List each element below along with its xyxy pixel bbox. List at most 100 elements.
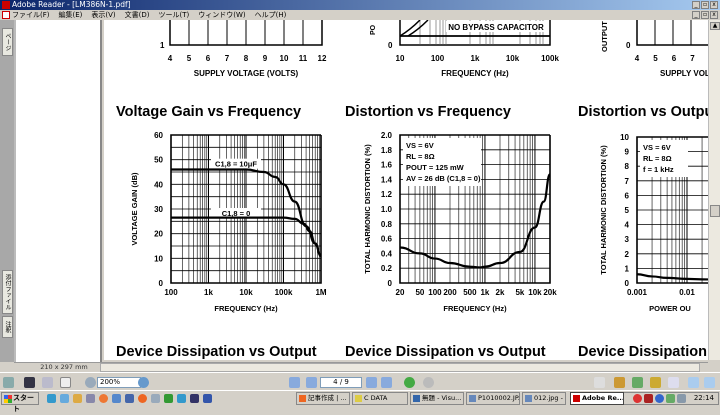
- taskbar-task[interactable]: P1010002.JP...: [466, 392, 520, 405]
- task-label: P1010002.JP...: [478, 394, 520, 402]
- doc-close-button[interactable]: x: [710, 11, 718, 19]
- zoom-level-select[interactable]: 200%: [97, 377, 141, 388]
- messenger-icon[interactable]: [655, 394, 664, 403]
- start-button[interactable]: スタート: [1, 392, 39, 413]
- go-forward-icon[interactable]: [423, 377, 434, 388]
- tab-attachments[interactable]: 添付ファイル: [2, 270, 13, 314]
- taskbar-task-active[interactable]: Adobe Re...: [570, 392, 624, 405]
- caps-icon[interactable]: [668, 377, 679, 388]
- ie-icon[interactable]: [47, 394, 56, 403]
- single-page-icon[interactable]: [688, 377, 699, 388]
- last-page-icon[interactable]: [381, 377, 392, 388]
- xtick-label: 500: [463, 288, 477, 297]
- taskbar-task[interactable]: 記事作成 | ...: [296, 392, 350, 405]
- document-view[interactable]: 1 4 5 6 7 8 9 10 11 12 SUPPLY VOLTAGE (VOLTS) NO…: [104, 20, 708, 360]
- menu-window[interactable]: ウィンドウ(W): [198, 11, 246, 19]
- tray-icon[interactable]: [644, 394, 653, 403]
- output-partial-chart: [636, 20, 708, 46]
- menu-view[interactable]: 表示(V): [91, 11, 116, 19]
- network-icon[interactable]: [666, 394, 675, 403]
- minimize-button[interactable]: _: [692, 1, 700, 9]
- previous-page-icon[interactable]: [306, 377, 317, 388]
- next-page-icon[interactable]: [366, 377, 377, 388]
- scroll-thumb[interactable]: [710, 205, 720, 217]
- xtick-label: 0.001: [627, 288, 648, 297]
- xtick-label: 4: [168, 54, 173, 63]
- quicklaunch-icon[interactable]: [151, 394, 160, 403]
- zoom-out-icon[interactable]: [85, 377, 96, 388]
- monitor-icon[interactable]: [24, 377, 35, 388]
- x-axis-label: SUPPLY VOLTAGE (VOLTS): [194, 69, 299, 78]
- curve-label: C1,8 = 0: [222, 209, 251, 218]
- go-back-icon[interactable]: [404, 377, 415, 388]
- xtick-label: 12: [318, 54, 327, 63]
- xtick-label: 10k: [506, 54, 520, 63]
- quicklaunch-icon[interactable]: [86, 394, 95, 403]
- ime-dictionary-icon[interactable]: [632, 377, 643, 388]
- ime-help-icon[interactable]: [650, 377, 661, 388]
- ytick-label: 60: [154, 131, 163, 140]
- word-icon[interactable]: [190, 394, 199, 403]
- page-number-field[interactable]: 4 / 9: [320, 377, 362, 388]
- xtick-label: 1k: [480, 288, 489, 297]
- menu-tools[interactable]: ツール(T): [158, 11, 190, 19]
- vertical-scrollbar[interactable]: ▲: [708, 20, 720, 360]
- plot-frame: [636, 136, 708, 284]
- frequency-partial-chart: [399, 20, 551, 46]
- legend-text: f = 1 kHz: [643, 165, 674, 174]
- taskbar-task[interactable]: C DATA: [352, 392, 408, 405]
- y-axis-label: TOTAL HARMONIC DISTORTION (%): [599, 145, 608, 275]
- quicklaunch-icon[interactable]: [60, 394, 69, 403]
- antivirus-icon[interactable]: [633, 394, 642, 403]
- quicklaunch-icon[interactable]: [125, 394, 134, 403]
- quicklaunch-icon[interactable]: [99, 394, 108, 403]
- menu-edit[interactable]: 編集(E): [58, 11, 83, 19]
- xtick-label: 100k: [275, 288, 293, 297]
- quicklaunch-icon[interactable]: [112, 394, 121, 403]
- navigation-panel: [14, 20, 102, 362]
- first-page-icon[interactable]: [289, 377, 300, 388]
- scroll-up-button[interactable]: ▲: [710, 22, 720, 30]
- tray-icon[interactable]: [677, 394, 686, 403]
- menu-file[interactable]: ファイル(F): [12, 11, 50, 19]
- xtick-label: 1k: [204, 288, 213, 297]
- attachment-icon[interactable]: [3, 377, 14, 388]
- close-button[interactable]: x: [710, 1, 718, 9]
- continuous-page-icon[interactable]: [704, 377, 715, 388]
- xtick-label: 2k: [496, 288, 505, 297]
- annotation-bg: [211, 158, 261, 169]
- tab-pages[interactable]: ページ: [2, 28, 13, 56]
- zoom-in-icon[interactable]: [138, 377, 149, 388]
- quicklaunch-icon[interactable]: [203, 394, 212, 403]
- section-title: Device Dissipation vs Output: [578, 344, 708, 360]
- ytick-label: 0.8: [381, 220, 393, 229]
- hand-tool-icon[interactable]: [60, 377, 71, 388]
- doc-maximize-button[interactable]: ▫: [701, 11, 709, 19]
- task-label: 記事作成 | ...: [308, 394, 347, 402]
- select-tool-icon[interactable]: [42, 377, 53, 388]
- horizontal-scrollbar[interactable]: [100, 363, 700, 372]
- adobe-reader-icon: [573, 395, 580, 402]
- taskbar-task[interactable]: 012.jpg - Vi...: [522, 392, 566, 405]
- menu-help[interactable]: ヘルプ(H): [254, 11, 287, 19]
- ytick-label: 1.0: [381, 205, 393, 214]
- quicklaunch-icon[interactable]: [177, 394, 186, 403]
- xtick-label: 100: [431, 54, 445, 63]
- doc-minimize-button[interactable]: _: [692, 11, 700, 19]
- ime-mode-icon[interactable]: [614, 377, 625, 388]
- xtick-label: 7: [225, 54, 230, 63]
- tab-comments[interactable]: 注釈: [2, 316, 13, 338]
- document-icon[interactable]: [2, 11, 10, 19]
- xtick-label: 11: [299, 54, 308, 63]
- series-line: [171, 216, 322, 257]
- quicklaunch-icon[interactable]: [73, 394, 82, 403]
- x-axis-label: FREQUENCY (Hz): [443, 304, 507, 313]
- taskbar-task[interactable]: 無題 - Visu...: [410, 392, 464, 405]
- ime-toolbar-icon[interactable]: [594, 377, 605, 388]
- maximize-button[interactable]: ▫: [701, 1, 709, 9]
- menu-document[interactable]: 文書(D): [124, 11, 150, 19]
- xtick-label: 5k: [515, 288, 524, 297]
- task-label: 012.jpg - Vi...: [534, 394, 565, 402]
- firefox-icon[interactable]: [138, 394, 147, 403]
- excel-icon[interactable]: [164, 394, 173, 403]
